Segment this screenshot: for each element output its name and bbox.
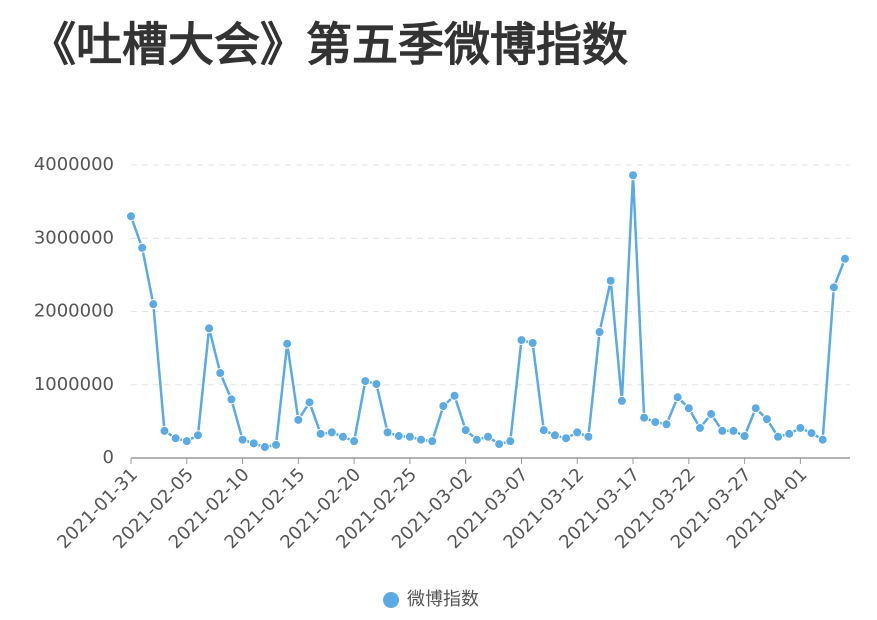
point xyxy=(192,430,203,441)
point xyxy=(594,327,605,338)
point xyxy=(471,434,482,445)
point xyxy=(271,439,282,450)
point xyxy=(650,417,661,428)
point xyxy=(360,376,371,387)
point xyxy=(393,431,404,442)
point xyxy=(326,427,337,438)
point xyxy=(438,400,449,411)
legend-marker xyxy=(383,592,399,608)
point xyxy=(728,425,739,436)
point xyxy=(416,434,427,445)
y-tick-label: 2000000 xyxy=(34,301,114,322)
point xyxy=(773,431,784,442)
point xyxy=(304,397,315,408)
point xyxy=(382,427,393,438)
point xyxy=(293,414,304,425)
point xyxy=(148,299,159,310)
point xyxy=(717,425,728,436)
point xyxy=(605,275,616,286)
point xyxy=(259,442,270,453)
point xyxy=(371,379,382,390)
point xyxy=(315,428,326,439)
point xyxy=(427,436,438,447)
point xyxy=(639,412,650,423)
point xyxy=(404,431,415,442)
point xyxy=(337,431,348,442)
point xyxy=(661,419,672,430)
point xyxy=(215,368,226,379)
point xyxy=(683,403,694,414)
point xyxy=(628,170,639,181)
point xyxy=(226,394,237,405)
point xyxy=(784,428,795,439)
point xyxy=(460,425,471,436)
point xyxy=(561,433,572,444)
y-tick-label: 1000000 xyxy=(34,374,114,395)
point xyxy=(549,430,560,441)
point xyxy=(828,282,839,293)
point xyxy=(750,403,761,414)
point xyxy=(706,409,717,420)
point xyxy=(483,431,493,442)
point xyxy=(248,438,259,449)
point xyxy=(616,395,627,406)
point xyxy=(282,338,293,349)
point xyxy=(181,436,192,447)
point xyxy=(672,392,683,403)
point xyxy=(795,422,806,433)
y-tick-label: 3000000 xyxy=(34,227,114,248)
point xyxy=(204,323,215,334)
y-tick-label: 0 xyxy=(103,447,114,468)
point xyxy=(449,390,460,401)
point xyxy=(159,425,170,436)
point xyxy=(694,422,705,433)
y-tick-label: 4000000 xyxy=(34,154,114,175)
point xyxy=(494,439,505,450)
point xyxy=(538,425,549,436)
point xyxy=(817,434,828,445)
point xyxy=(840,253,850,264)
point xyxy=(137,242,148,253)
point xyxy=(761,414,772,425)
point xyxy=(349,436,360,447)
chart-title: 《吐槽大会》第五季微博指数 xyxy=(30,18,628,72)
point xyxy=(516,335,527,346)
point xyxy=(527,337,538,348)
point xyxy=(126,211,136,222)
point xyxy=(572,427,583,438)
point xyxy=(505,436,516,447)
point xyxy=(237,434,248,445)
point xyxy=(170,433,181,444)
point xyxy=(583,431,594,442)
legend-label: 微博指数 xyxy=(407,589,479,610)
point xyxy=(739,431,750,442)
point xyxy=(806,428,817,439)
